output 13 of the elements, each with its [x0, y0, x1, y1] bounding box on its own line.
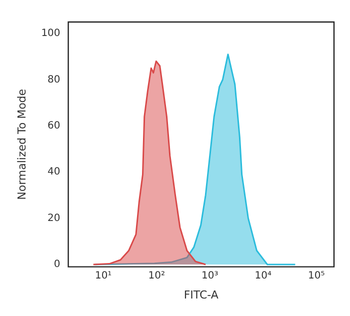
x-tick-label: 10⁵ — [308, 270, 325, 282]
x-axis-title: FITC-A — [184, 288, 219, 302]
x-tick-label: 10² — [148, 270, 165, 282]
x-tick-label: 10⁴ — [254, 270, 272, 282]
y-tick-label: 40 — [48, 166, 60, 178]
y-tick-label: 20 — [48, 212, 60, 224]
y-tick-label: 80 — [48, 74, 60, 86]
y-tick-label: 0 — [54, 259, 60, 270]
y-tick-label: 100 — [41, 28, 60, 40]
y-axis-title: Normalized To Mode — [15, 88, 28, 200]
y-tick-label: 60 — [48, 120, 60, 132]
x-tick-label: 10¹ — [94, 270, 112, 282]
x-tick-label: 10³ — [201, 270, 218, 282]
